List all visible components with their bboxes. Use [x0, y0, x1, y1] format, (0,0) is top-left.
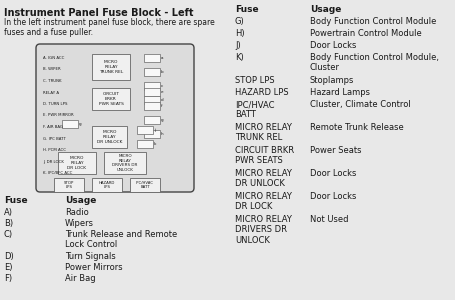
Text: RELAY A: RELAY A [43, 91, 59, 94]
Text: CIRCUIT
BRKR
PWR SEATS: CIRCUIT BRKR PWR SEATS [98, 92, 123, 106]
Text: C): C) [4, 230, 13, 239]
Text: Radio: Radio [65, 208, 89, 217]
Text: Power Seats: Power Seats [309, 146, 361, 155]
Text: Power Mirrors: Power Mirrors [65, 263, 122, 272]
Bar [144, 82, 160, 90]
Bar [144, 68, 160, 76]
Bar [144, 54, 160, 62]
Bar [92, 54, 130, 80]
Text: e: e [161, 90, 163, 94]
Text: D): D) [4, 252, 14, 261]
Text: STOP
LPS: STOP LPS [64, 181, 74, 189]
Text: Remote Trunk Release: Remote Trunk Release [309, 123, 403, 132]
Text: Wipers: Wipers [65, 219, 94, 228]
Bar [136, 126, 153, 134]
Text: c: c [161, 84, 163, 88]
Text: J. DR LOCK: J. DR LOCK [43, 160, 64, 164]
Text: g: g [161, 118, 163, 122]
Text: Hazard Lamps: Hazard Lamps [309, 88, 369, 97]
Text: Air Bag: Air Bag [65, 274, 96, 283]
Text: Turn Signals: Turn Signals [65, 252, 116, 261]
Text: Cluster, Climate Control: Cluster, Climate Control [309, 100, 410, 109]
Text: B. WIPER: B. WIPER [43, 68, 61, 71]
Bar [92, 178, 122, 192]
Text: In the left instrument panel fuse block, there are spare
fuses and a fuse puller: In the left instrument panel fuse block,… [4, 18, 214, 38]
Text: h: h [161, 132, 163, 136]
Text: MICRO
RELAY
TRUNK REL: MICRO RELAY TRUNK REL [99, 60, 123, 74]
Text: MICRO RELAY
TRUNK REL: MICRO RELAY TRUNK REL [234, 123, 291, 142]
Text: Not Used: Not Used [309, 215, 348, 224]
Text: F): F) [4, 274, 12, 283]
Text: Body Function Control Module: Body Function Control Module [309, 17, 435, 26]
Text: A. IGN ACC: A. IGN ACC [43, 56, 64, 60]
Text: D. TURN LPS: D. TURN LPS [43, 102, 67, 106]
Bar [62, 120, 78, 128]
Bar [144, 96, 160, 104]
Text: Powertrain Control Module: Powertrain Control Module [309, 29, 421, 38]
Bar [54, 178, 84, 192]
Text: IPC/HVAC
BATT: IPC/HVAC BATT [234, 100, 274, 119]
Text: Door Locks: Door Locks [309, 192, 356, 201]
Text: F. AIR BAG: F. AIR BAG [43, 125, 63, 129]
Text: f: f [161, 104, 162, 108]
Text: Instrument Panel Fuse Block - Left: Instrument Panel Fuse Block - Left [4, 8, 193, 18]
Text: A): A) [4, 208, 13, 217]
Text: C. TRUNK: C. TRUNK [43, 79, 61, 83]
Text: MICRO RELAY
DR UNLOCK: MICRO RELAY DR UNLOCK [234, 169, 291, 188]
Text: Door Locks: Door Locks [309, 169, 356, 178]
Text: G): G) [234, 17, 244, 26]
Text: g: g [79, 122, 81, 126]
Text: HAZARD
LPS: HAZARD LPS [99, 181, 115, 189]
Text: E. PWR MIRROR: E. PWR MIRROR [43, 113, 73, 118]
Text: Usage: Usage [65, 196, 96, 205]
Text: Body Function Control Module,
Cluster: Body Function Control Module, Cluster [309, 53, 438, 72]
Text: j: j [154, 128, 155, 132]
Text: b: b [161, 70, 163, 74]
Text: Usage: Usage [309, 5, 341, 14]
Text: MICRO RELAY
DRIVERS DR
UNLOCK: MICRO RELAY DRIVERS DR UNLOCK [234, 215, 291, 245]
Bar [144, 102, 160, 110]
Bar [92, 88, 130, 110]
Text: Stoplamps: Stoplamps [309, 76, 354, 85]
Text: STOP LPS: STOP LPS [234, 76, 274, 85]
Text: Fuse: Fuse [234, 5, 258, 14]
Bar [58, 152, 96, 174]
Text: Trunk Release and Remote
Lock Control: Trunk Release and Remote Lock Control [65, 230, 177, 249]
Text: H): H) [234, 29, 244, 38]
Text: G. IPC BATT: G. IPC BATT [43, 136, 66, 140]
Bar [136, 140, 153, 148]
Bar [104, 152, 146, 174]
Text: H. PCM ACC: H. PCM ACC [43, 148, 66, 152]
Text: K. IPC/BFC ACC: K. IPC/BFC ACC [43, 171, 72, 175]
Text: J): J) [234, 41, 240, 50]
Text: MICRO
RELAY
DR UNLOCK: MICRO RELAY DR UNLOCK [96, 130, 122, 144]
Bar [92, 126, 127, 148]
Text: IPC/HVAC
BATT: IPC/HVAC BATT [136, 181, 154, 189]
Text: Door Locks: Door Locks [309, 41, 356, 50]
Text: d: d [161, 98, 163, 102]
Text: MICRO
RELAY
DR LOCK: MICRO RELAY DR LOCK [67, 156, 86, 170]
Text: B): B) [4, 219, 13, 228]
Text: MICRO
RELAY
DRIVERS DR
UNLOCK: MICRO RELAY DRIVERS DR UNLOCK [112, 154, 137, 172]
Text: K): K) [234, 53, 243, 62]
FancyBboxPatch shape [36, 44, 193, 192]
Bar [144, 116, 160, 124]
Text: MICRO RELAY
DR LOCK: MICRO RELAY DR LOCK [234, 192, 291, 212]
Text: HAZARD LPS: HAZARD LPS [234, 88, 288, 97]
Bar [144, 130, 160, 138]
Text: CIRCUIT BRKR
PWR SEATS: CIRCUIT BRKR PWR SEATS [234, 146, 293, 165]
Text: k: k [154, 142, 156, 146]
Text: E): E) [4, 263, 12, 272]
Bar [130, 178, 160, 192]
Text: Fuse: Fuse [4, 196, 28, 205]
Text: a: a [161, 56, 163, 60]
Bar [144, 88, 160, 96]
